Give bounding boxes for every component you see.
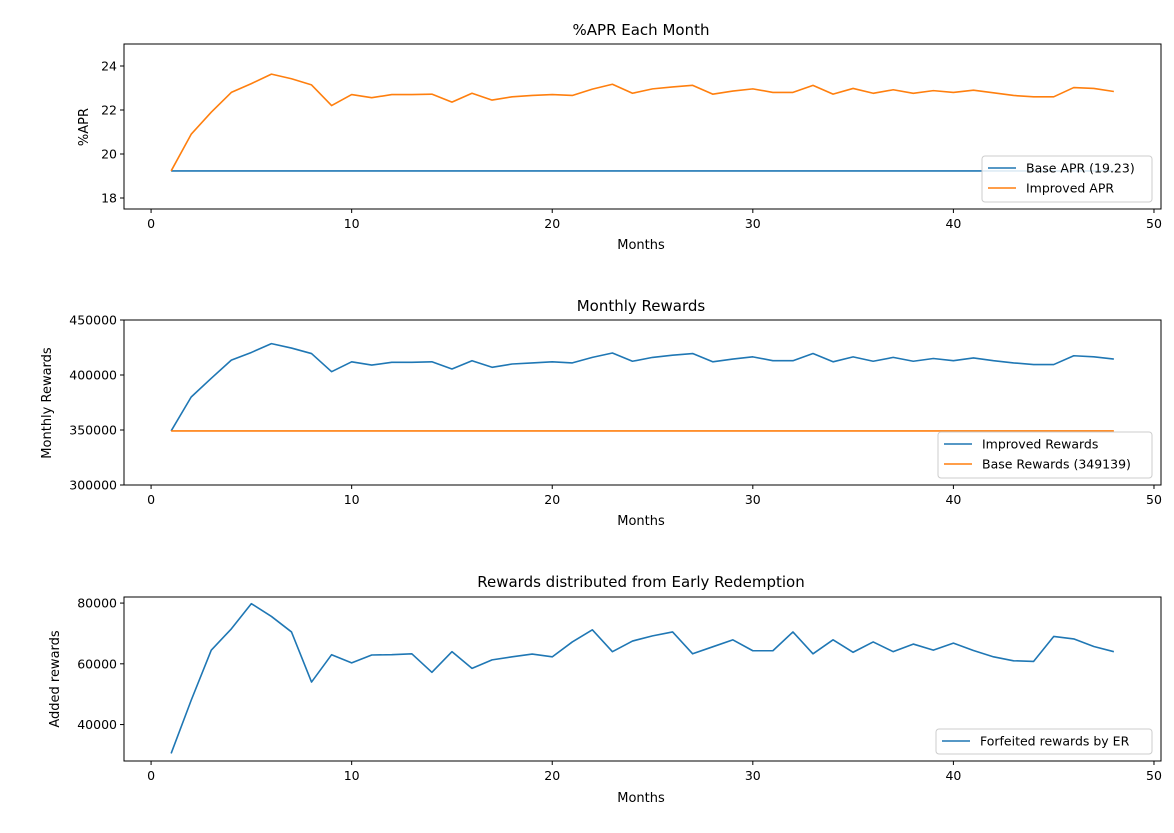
chart-early-redemption-xtick-label-2: 20 [544,768,560,783]
chart-early-redemption-legend-box [935,728,1153,755]
chart-monthly-rewards-legend-box [937,431,1153,479]
chart-early-redemption-ytick-label-2: 80000 [77,596,117,611]
chart-apr-series-line-1 [170,73,1114,172]
chart-apr-legend-label-1: Improved APR [1026,181,1114,196]
chart-early-redemption-ytick-label-0: 40000 [77,717,117,732]
chart-early-redemption-plot: 0 10 20 30 40 50 40000 60000 80000 Forfeited rewa… [77,596,1162,783]
chart-monthly-rewards-ytick-label-1: 350000 [69,423,117,438]
chart-monthly-rewards: Monthly Rewards 0 10 20 30 40 50 300000 350000 4… [40,297,1162,529]
chart-apr-xtick-label-3: 30 [745,216,761,231]
chart-monthly-rewards-legend-label-1: Base Rewards (349139) [982,457,1131,472]
chart-early-redemption-axes-frame [123,596,1162,762]
chart-monthly-rewards-legend-label-0: Improved Rewards [982,437,1098,452]
chart-early-redemption-legend-label-0: Forfeited rewards by ER [980,734,1130,749]
chart-monthly-rewards-xlabel: Months [617,514,665,529]
chart-early-redemption-xtick-label-0: 0 [147,768,155,783]
chart-early-redemption-series-line-0 [170,602,1115,754]
chart-apr-ylabel: %APR [77,108,92,146]
chart-early-redemption: Rewards distributed from Early Redemptio… [48,573,1162,806]
chart-apr-xtick-label-1: 10 [344,216,360,231]
chart-early-redemption-ytick-label-1: 60000 [77,656,117,671]
chart-apr-title: %APR Each Month [573,21,710,39]
chart-monthly-rewards-xtick-label-0: 0 [147,492,155,507]
chart-apr-ytick-label-1: 20 [101,147,117,162]
chart-apr-xtick-label-5: 50 [1146,216,1162,231]
chart-monthly-rewards-series-line-0 [170,342,1114,432]
chart-early-redemption-xtick-label-5: 50 [1146,768,1162,783]
chart-apr-xlabel: Months [617,238,665,253]
chart-early-redemption-xlabel: Months [617,791,665,806]
chart-monthly-rewards-xtick-label-5: 50 [1146,492,1162,507]
chart-monthly-rewards-xtick-label-2: 20 [544,492,560,507]
chart-apr-legend: Base APR (19.23) Improved APR [981,155,1153,203]
chart-monthly-rewards-ylabel: Monthly Rewards [40,347,55,459]
chart-apr-xtick-label-2: 20 [544,216,560,231]
chart-monthly-rewards-title: Monthly Rewards [577,297,706,315]
chart-apr-legend-box [981,155,1153,203]
chart-early-redemption-xtick-label-4: 40 [945,768,961,783]
chart-apr-xtick-label-0: 0 [147,216,155,231]
chart-apr: %APR Each Month 0 10 20 30 40 50 18 20 22 24 Base … [77,21,1162,253]
chart-early-redemption-xtick-label-1: 10 [344,768,360,783]
chart-early-redemption-title: Rewards distributed from Early Redemptio… [477,573,805,591]
chart-monthly-rewards-legend: Improved Rewards Base Rewards (349139) [937,431,1153,479]
chart-apr-ytick-label-2: 22 [101,103,117,118]
chart-monthly-rewards-ytick-label-0: 300000 [69,478,117,493]
chart-apr-ytick-label-3: 24 [101,59,117,74]
chart-apr-plot: 0 10 20 30 40 50 18 20 22 24 Base APR (19.23) Impro… [101,43,1162,231]
chart-apr-ytick-label-0: 18 [101,191,117,206]
chart-monthly-rewards-axes-frame [123,319,1162,486]
chart-early-redemption-ylabel: Added rewards [48,630,63,728]
chart-monthly-rewards-ytick-label-2: 400000 [69,368,117,383]
chart-apr-xtick-label-4: 40 [945,216,961,231]
chart-monthly-rewards-xtick-label-3: 30 [745,492,761,507]
chart-monthly-rewards-xtick-label-1: 10 [344,492,360,507]
chart-early-redemption-xtick-label-3: 30 [745,768,761,783]
chart-early-redemption-legend: Forfeited rewards by ER [935,728,1153,755]
chart-monthly-rewards-ytick-label-3: 450000 [69,313,117,328]
chart-monthly-rewards-xtick-label-4: 40 [945,492,961,507]
chart-apr-axes-frame [123,43,1162,210]
chart-monthly-rewards-plot: 0 10 20 30 40 50 300000 350000 400000 450000 Impro… [69,313,1162,508]
chart-apr-legend-label-0: Base APR (19.23) [1026,161,1135,176]
